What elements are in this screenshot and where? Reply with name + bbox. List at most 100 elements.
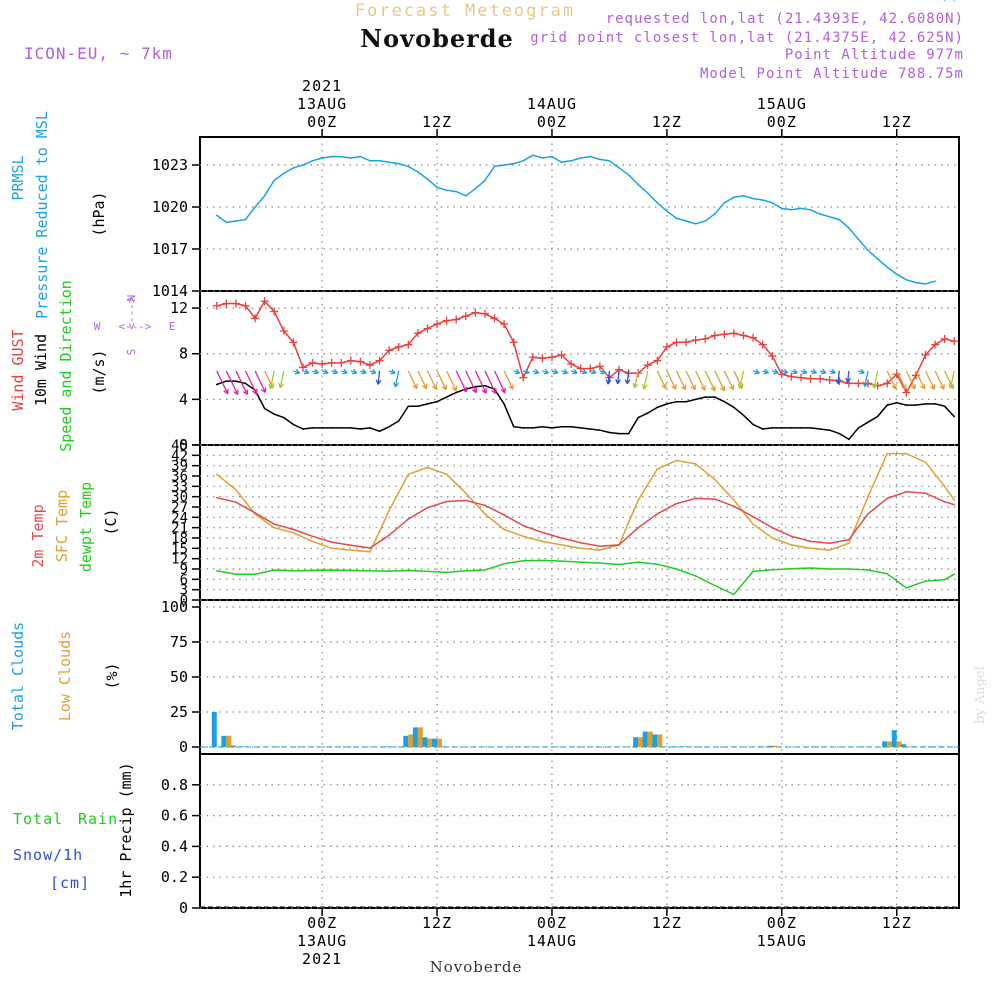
gust-point bbox=[394, 342, 403, 351]
arrow-head bbox=[626, 379, 631, 385]
gust-point bbox=[442, 316, 451, 325]
y-tick-label: 1014 bbox=[152, 282, 188, 300]
prmsl-point bbox=[857, 238, 860, 240]
arrow-head bbox=[313, 372, 319, 375]
arrow-shaft bbox=[279, 370, 285, 388]
arrow-shaft bbox=[695, 370, 706, 391]
arrow-head bbox=[710, 387, 716, 392]
arrow-head bbox=[552, 372, 559, 375]
grid-point-coords: grid point closest lon,lat (21.4375E, 42… bbox=[530, 30, 964, 46]
prmsl-point bbox=[330, 155, 333, 158]
wind-direction-arrow bbox=[810, 368, 817, 375]
low-clouds-bar bbox=[226, 735, 232, 747]
wind-speed-point bbox=[541, 425, 544, 428]
wind-direction-arrow bbox=[871, 370, 879, 389]
temp-2m-point bbox=[694, 497, 697, 500]
dewpt-point bbox=[407, 569, 410, 572]
low-clouds-bar bbox=[638, 737, 644, 747]
arrow-head bbox=[891, 385, 897, 390]
sfc-temp-point bbox=[771, 537, 774, 539]
total-clouds-bar bbox=[412, 727, 418, 747]
temp-2m-point bbox=[215, 496, 218, 499]
arrow-head bbox=[845, 377, 849, 383]
wind-direction-arrow bbox=[446, 370, 458, 392]
arrow-shaft bbox=[633, 370, 639, 388]
wind-direction-arrow bbox=[254, 370, 267, 393]
y-tick-label: 1017 bbox=[152, 240, 188, 258]
wind-speed-point bbox=[886, 404, 888, 406]
arrow-shaft bbox=[394, 370, 400, 388]
clouds-panel: 100 75 50 25 0 bbox=[161, 598, 959, 756]
wind-speed-point bbox=[627, 432, 630, 435]
temp-2m-point bbox=[484, 504, 486, 507]
prmsl-point bbox=[666, 210, 668, 212]
arrow-head bbox=[333, 368, 339, 374]
arrow-head bbox=[871, 383, 875, 389]
gust-point bbox=[289, 338, 298, 347]
sfc-temp-point bbox=[790, 544, 793, 546]
wind-speed-point bbox=[809, 427, 812, 429]
dewpt-point bbox=[445, 571, 448, 574]
product-title: Forecast Meteogram bbox=[355, 1, 575, 21]
dewpt-point bbox=[350, 569, 352, 572]
temp-sfc-label: SFC Temp bbox=[53, 490, 71, 562]
gust-point bbox=[375, 356, 384, 365]
dewpt-point bbox=[484, 569, 486, 571]
arrow-head bbox=[278, 382, 281, 388]
total-clouds-bar bbox=[221, 735, 227, 747]
arrow-shaft bbox=[896, 370, 907, 390]
gust-point bbox=[404, 340, 413, 349]
arrow-shaft bbox=[915, 370, 926, 390]
arrow-head bbox=[514, 372, 520, 375]
y-tick-label: 3 bbox=[180, 583, 188, 599]
wind-direction-arrow bbox=[523, 368, 530, 375]
arrow-shaft bbox=[864, 370, 869, 387]
wind-direction-arrow bbox=[800, 368, 808, 375]
snow-bar bbox=[437, 907, 441, 908]
total-clouds-bar bbox=[432, 738, 438, 747]
arrow-head bbox=[754, 372, 760, 375]
clouds-panel-frame bbox=[199, 599, 960, 755]
wind-direction-arrow bbox=[503, 370, 514, 390]
temp-2m-point bbox=[752, 515, 754, 518]
sfc-temp-point bbox=[675, 459, 678, 462]
prmsl-point bbox=[397, 162, 400, 165]
wind-direction-arrow bbox=[845, 370, 852, 383]
wind-speed-point bbox=[742, 414, 745, 417]
gust-point bbox=[279, 326, 288, 335]
gust-point bbox=[308, 358, 317, 367]
arrow-head bbox=[508, 385, 514, 390]
wind-speed-point bbox=[752, 423, 754, 426]
temp-2m-point bbox=[618, 544, 620, 546]
gust-point bbox=[940, 334, 949, 343]
arrow-head bbox=[370, 372, 377, 375]
temp-2m-point bbox=[350, 544, 352, 547]
arrow-head bbox=[690, 386, 696, 391]
wind-speed-point bbox=[646, 412, 649, 414]
arrow-head bbox=[873, 383, 878, 389]
arrow-head bbox=[554, 368, 559, 374]
prmsl-point bbox=[215, 214, 218, 217]
prmsl-point bbox=[311, 160, 314, 162]
temp-2m-point bbox=[503, 514, 505, 516]
wind-speed-point bbox=[436, 400, 438, 403]
gust-point bbox=[691, 336, 700, 345]
sfc-temp-point bbox=[464, 492, 467, 495]
low-clouds-bar bbox=[887, 741, 893, 747]
arrow-head bbox=[295, 368, 301, 374]
y-tick-label: 0 bbox=[179, 899, 188, 917]
prmsl-label: PRMSL bbox=[9, 155, 27, 200]
total-label: Total bbox=[13, 810, 63, 828]
y-tick-label: 100 bbox=[161, 598, 188, 616]
arrow-shaft bbox=[607, 370, 611, 385]
wind-speed-point bbox=[503, 403, 505, 405]
y-tick-label: 6 bbox=[180, 572, 188, 588]
arrow-shaft bbox=[407, 370, 418, 389]
prmsl-point bbox=[848, 227, 850, 229]
sfc-temp-point bbox=[867, 495, 869, 498]
rain-bar bbox=[434, 907, 438, 908]
gust-point bbox=[653, 356, 662, 365]
sfc-temp-point bbox=[273, 526, 276, 529]
arrow-head bbox=[451, 387, 457, 392]
prmsl-point bbox=[694, 223, 697, 225]
